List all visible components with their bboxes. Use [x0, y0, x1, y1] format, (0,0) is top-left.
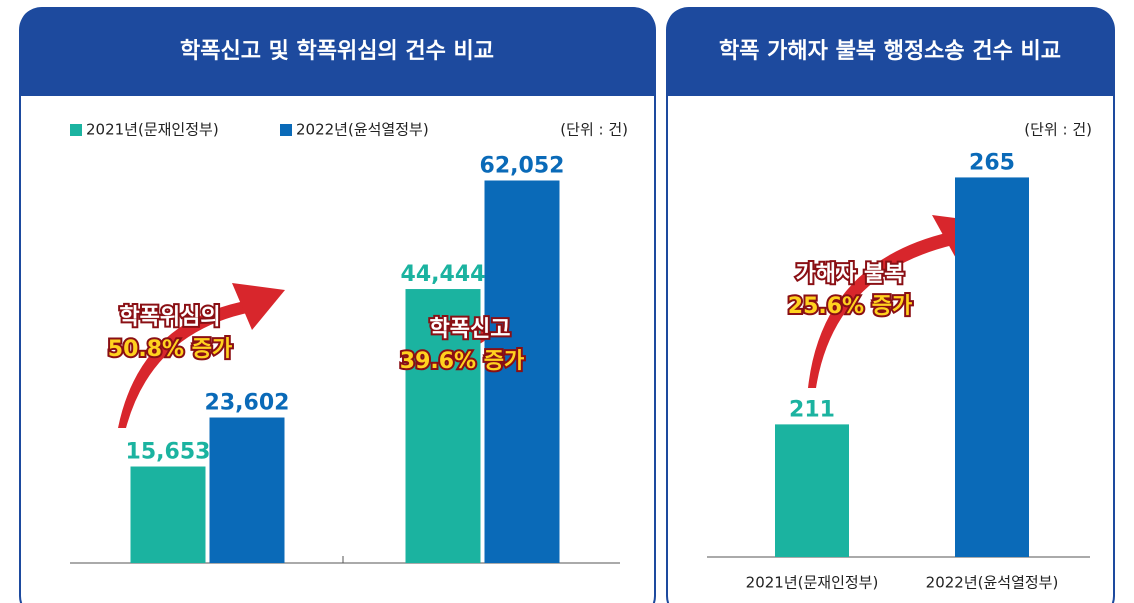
- annotation: 39.6% 증가: [400, 349, 524, 374]
- bar: [130, 466, 206, 563]
- bar: [955, 177, 1029, 557]
- value-label: 211: [789, 397, 835, 422]
- bar: [775, 424, 849, 557]
- annotation: 50.8% 증가: [108, 337, 232, 362]
- chart-title: 학폭 가해자 불복 행정소송 건수 비교: [719, 39, 1061, 64]
- value-label: 15,653: [126, 440, 211, 465]
- panel: [19, 7, 656, 603]
- arrow-head: [232, 283, 285, 330]
- value-label: 265: [969, 150, 1015, 175]
- bar: [484, 180, 560, 563]
- annotation: 가해자 불복: [796, 262, 905, 287]
- legend-label: 2021년(문재인정부): [86, 121, 219, 139]
- arrow: [118, 300, 252, 428]
- bar: [209, 417, 285, 563]
- panel-header: [20, 8, 655, 96]
- annotation: 학폭신고: [430, 317, 511, 342]
- unit-label: (단위 : 건): [1024, 121, 1092, 139]
- legend-swatch: [70, 124, 82, 136]
- value-label: 62,052: [480, 154, 565, 179]
- value-label: 23,602: [205, 391, 290, 416]
- x-tick-label: 2022년(윤석열정부): [926, 574, 1059, 592]
- arrow: [808, 232, 953, 388]
- x-tick-label: 2021년(문재인정부): [746, 574, 879, 592]
- value-label: 44,444: [401, 262, 486, 287]
- panel-header: [667, 8, 1114, 96]
- legend-label: 2022년(윤석열정부): [296, 121, 429, 139]
- unit-label: (단위 : 건): [560, 121, 628, 139]
- legend-swatch: [280, 124, 292, 136]
- bar: [405, 289, 481, 563]
- chart-title: 학폭신고 및 학폭위심의 건수 비교: [180, 39, 494, 64]
- annotation: 학폭위심의: [119, 305, 220, 330]
- annotation: 25.6% 증가: [788, 294, 912, 319]
